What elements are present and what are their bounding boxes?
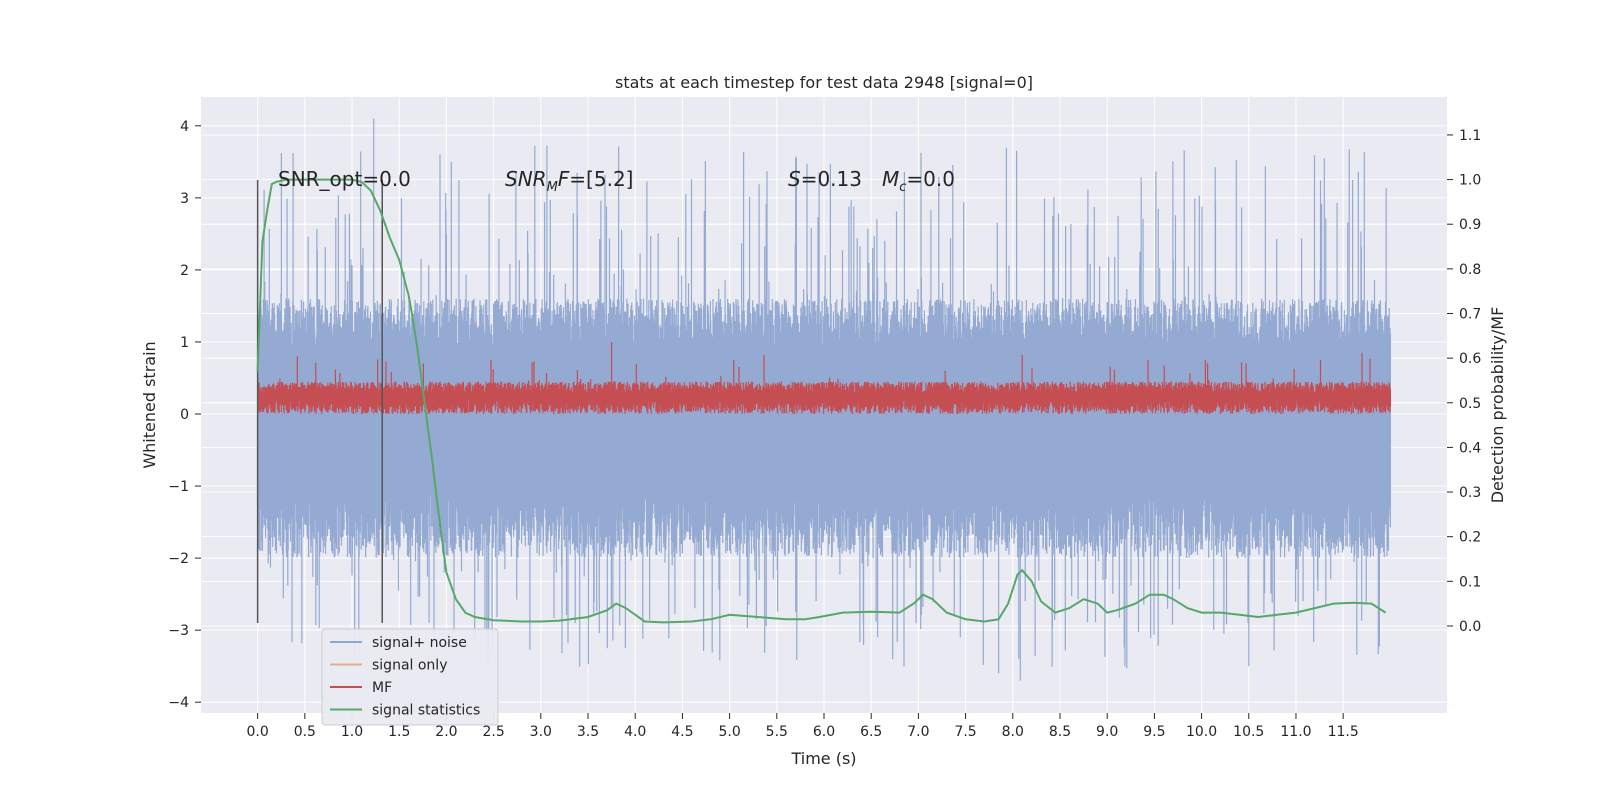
y-tick-label: 3 xyxy=(180,191,189,207)
annotation-s: S=0.13 xyxy=(788,167,862,191)
x-tick-label: 0.5 xyxy=(294,724,316,740)
x-tick-label: 9.0 xyxy=(1096,724,1118,740)
left-axis-ticks: 4 3 2 1 0 −1 −2 −3 −4 xyxy=(168,119,201,711)
x-tick-label: 0.0 xyxy=(247,724,269,740)
x-tick-label: 4.5 xyxy=(671,724,693,740)
y-right-tick-label: 0.1 xyxy=(1459,574,1481,590)
y-right-tick-label: 0.7 xyxy=(1459,306,1481,322)
x-tick-label: 10.0 xyxy=(1186,724,1217,740)
y-tick-label: 4 xyxy=(180,119,189,135)
y-right-tick-label: 0.5 xyxy=(1459,396,1481,412)
legend-label: signal only xyxy=(372,658,447,674)
legend-label: signal+ noise xyxy=(372,635,467,651)
y-tick-label: −1 xyxy=(168,479,189,495)
chart-title: stats at each timestep for test data 294… xyxy=(615,73,1033,92)
signal-statistics-line xyxy=(256,178,1387,624)
annotation-snr-mf: SNRMF=[5.2] xyxy=(505,167,633,195)
x-tick-label: 7.0 xyxy=(907,724,929,740)
x-tick-label: 6.0 xyxy=(813,724,835,740)
y-right-tick-label: 1.0 xyxy=(1459,173,1481,189)
y-axis-label-right: Detection probability/MF xyxy=(1488,307,1507,504)
x-tick-label: 5.0 xyxy=(718,724,740,740)
y-tick-label: −2 xyxy=(168,551,189,567)
x-tick-label: 11.5 xyxy=(1328,724,1359,740)
y-right-tick-label: 1.1 xyxy=(1459,128,1481,144)
x-tick-label: 8.5 xyxy=(1049,724,1071,740)
x-tick-label: 9.5 xyxy=(1143,724,1165,740)
y-right-tick-label: 0.2 xyxy=(1459,530,1481,546)
legend-label: signal statistics xyxy=(372,703,480,719)
x-tick-label: 2.5 xyxy=(482,724,504,740)
x-tick-label: 5.5 xyxy=(766,724,788,740)
y-right-tick-label: 0.3 xyxy=(1459,485,1481,501)
marker-lines xyxy=(256,179,383,623)
y-right-tick-label: 0.9 xyxy=(1459,217,1481,233)
x-tick-label: 3.5 xyxy=(577,724,599,740)
x-tick-label: 2.0 xyxy=(435,724,457,740)
x-tick-label: 4.0 xyxy=(624,724,646,740)
annotation-mc: Mc=0.0 xyxy=(882,167,955,195)
x-tick-label: 8.0 xyxy=(1002,724,1024,740)
x-tick-label: 3.0 xyxy=(530,724,552,740)
annotation-snr-opt: SNR_opt=0.0 xyxy=(278,167,411,191)
y-tick-label: 0 xyxy=(180,407,189,423)
x-axis-ticks: 0.0 0.5 1.0 1.5 2.0 2.5 3.0 3.5 4.0 4.5 5.0 5.5 6.0 6… xyxy=(247,713,1359,740)
y-axis-label: Whitened strain xyxy=(140,341,159,468)
y-tick-label: 2 xyxy=(180,263,189,279)
y-right-tick-label: 0.6 xyxy=(1459,351,1481,367)
x-tick-label: 1.5 xyxy=(388,724,410,740)
x-tick-label: 6.5 xyxy=(860,724,882,740)
x-axis-label: Time (s) xyxy=(790,749,856,768)
x-tick-label: 1.0 xyxy=(341,724,363,740)
y-tick-label: −4 xyxy=(168,695,189,711)
legend-box xyxy=(321,628,499,726)
right-axis-ticks: 1.1 1.0 0.9 0.8 0.7 0.6 0.5 0.4 0.3 0.2 0.1 0.0 xyxy=(1447,128,1481,635)
series-signal-statistics xyxy=(256,178,1387,624)
x-tick-label: 10.5 xyxy=(1233,724,1264,740)
x-tick-label: 7.5 xyxy=(954,724,976,740)
y-right-tick-label: 0.8 xyxy=(1459,262,1481,278)
x-tick-label: 11.0 xyxy=(1280,724,1311,740)
legend-label: MF xyxy=(372,680,392,696)
y-right-tick-label: 0.0 xyxy=(1459,619,1481,635)
y-right-tick-label: 0.4 xyxy=(1459,440,1481,456)
y-tick-label: 1 xyxy=(180,335,189,351)
legend: signal+ noise signal only MF signal statist… xyxy=(321,628,499,726)
y-tick-label: −3 xyxy=(168,623,189,639)
